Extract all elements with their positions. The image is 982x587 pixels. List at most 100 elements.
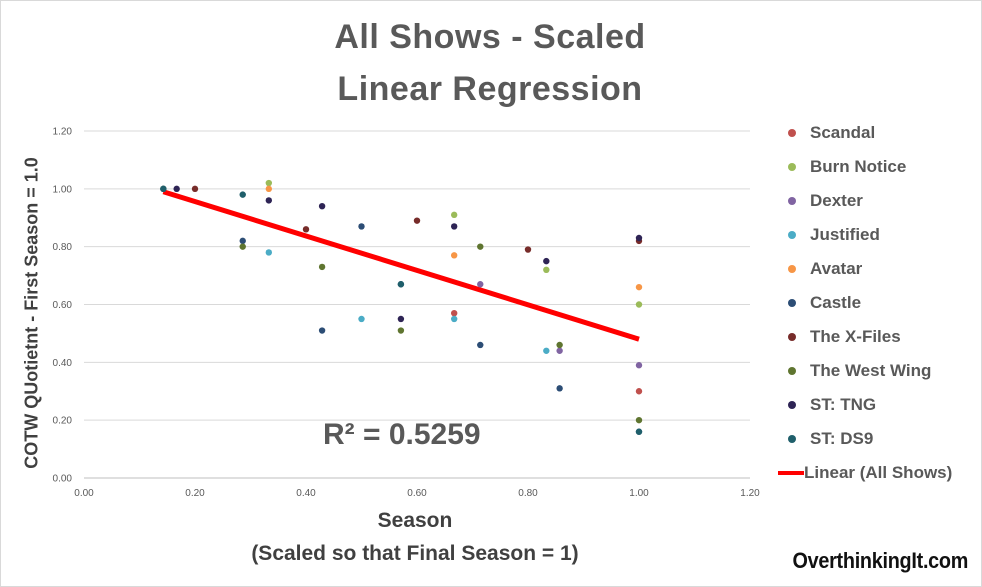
point-justified bbox=[450, 315, 458, 323]
y-axis-label: COTW QUotietnt - First Season = 1.0 bbox=[21, 157, 42, 469]
point-st-ds9 bbox=[397, 281, 405, 288]
legend-label: Linear (All Shows) bbox=[804, 463, 953, 482]
legend-item: ST: TNG bbox=[786, 388, 952, 422]
point-st-tng bbox=[173, 185, 180, 193]
point-the-west-wing bbox=[239, 243, 246, 250]
point-burn-notice bbox=[635, 301, 643, 308]
point-castle bbox=[556, 385, 563, 392]
point-st-tng bbox=[265, 197, 273, 204]
legend-item: The X-Files bbox=[786, 320, 952, 354]
legend-item: Castle bbox=[786, 286, 952, 320]
x-tick-label: 0.00 bbox=[74, 488, 94, 499]
legend-label: Justified bbox=[810, 225, 880, 244]
legend-item: Justified bbox=[786, 218, 952, 252]
y-tick-label: 0.80 bbox=[53, 242, 73, 253]
x-tick-label: 0.40 bbox=[296, 488, 316, 499]
point-dexter bbox=[477, 281, 484, 288]
legend-label: Avatar bbox=[810, 259, 863, 278]
point-dexter bbox=[635, 362, 643, 369]
point-the-west-wing bbox=[477, 243, 484, 250]
legend-item: Scandal bbox=[786, 116, 952, 150]
legend-item: Avatar bbox=[786, 252, 952, 286]
point-avatar bbox=[450, 252, 458, 259]
legend-label: Dexter bbox=[810, 191, 863, 210]
x-tick-label: 0.20 bbox=[185, 488, 205, 499]
legend-label: ST: DS9 bbox=[810, 429, 874, 448]
point-st-tng bbox=[635, 234, 643, 242]
legend-item: Burn Notice bbox=[786, 150, 952, 184]
point-the-west-wing bbox=[318, 263, 326, 271]
point-st-tng bbox=[318, 202, 326, 210]
legend-item: ST: DS9 bbox=[786, 422, 952, 456]
point-dexter bbox=[556, 347, 563, 354]
point-st-ds9 bbox=[635, 428, 643, 435]
legend-dot-marker bbox=[788, 265, 796, 273]
legend-dot-marker bbox=[788, 163, 796, 171]
point-the-west-wing bbox=[556, 341, 563, 349]
legend-label: Castle bbox=[810, 293, 862, 312]
y-tick-labels: 0.00 0.20 0.40 0.60 0.80 1.00 1.20 bbox=[53, 127, 73, 485]
legend-dot-marker bbox=[788, 333, 796, 341]
y-tick-label: 1.00 bbox=[53, 184, 73, 195]
point-avatar bbox=[635, 283, 643, 291]
legend-label: Scandal bbox=[810, 123, 876, 142]
point-scandal bbox=[635, 388, 643, 395]
point-burn-notice bbox=[450, 211, 458, 219]
x-tick-label: 1.00 bbox=[629, 488, 649, 499]
point-castle bbox=[358, 223, 365, 230]
y-tick-label: 0.40 bbox=[53, 358, 73, 369]
y-tick-label: 1.20 bbox=[53, 127, 73, 138]
x-axis-label: Season bbox=[377, 509, 453, 532]
legend-dot-marker bbox=[788, 231, 796, 239]
point-st-ds9 bbox=[239, 191, 246, 198]
x-axis-note: (Scaled so that Final Season = 1) bbox=[251, 542, 579, 565]
legend-dot-marker bbox=[788, 435, 796, 443]
brand-watermark: OverthinkingIt.com bbox=[792, 548, 968, 573]
point-justified bbox=[358, 315, 365, 323]
y-tick-label: 0.60 bbox=[53, 300, 73, 311]
point-st-tng bbox=[450, 223, 458, 230]
grid-lines bbox=[84, 130, 750, 421]
y-tick-label: 0.00 bbox=[53, 474, 73, 485]
point-the-west-wing bbox=[397, 327, 405, 334]
point-justified bbox=[543, 347, 550, 354]
point-burn-notice bbox=[543, 266, 550, 273]
x-tick-label: 0.80 bbox=[518, 488, 538, 499]
y-tick-label: 0.20 bbox=[53, 416, 73, 427]
legend-dot-marker bbox=[788, 367, 796, 375]
legend-item: Dexter bbox=[786, 184, 952, 218]
x-tick-label: 1.20 bbox=[740, 488, 760, 499]
point-the-x-files bbox=[524, 246, 532, 253]
legend-dot-marker bbox=[788, 129, 796, 137]
point-st-tng bbox=[543, 257, 550, 265]
legend-line-marker bbox=[778, 471, 804, 475]
point-castle bbox=[477, 341, 484, 349]
point-castle bbox=[239, 237, 246, 245]
point-the-west-wing bbox=[635, 416, 643, 424]
legend-dot-marker bbox=[788, 299, 796, 307]
r-squared-annotation: R² = 0.5259 bbox=[323, 418, 481, 451]
legend-dot-marker bbox=[788, 197, 796, 205]
point-st-ds9 bbox=[160, 185, 167, 193]
chart-title: All Shows - Scaled bbox=[334, 18, 646, 56]
legend-label: Burn Notice bbox=[810, 157, 907, 176]
point-castle bbox=[318, 327, 326, 334]
point-the-x-files bbox=[413, 217, 421, 224]
point-burn-notice bbox=[265, 179, 273, 187]
point-the-x-files bbox=[302, 226, 310, 233]
data-points bbox=[160, 179, 643, 435]
x-tick-labels: 0.00 0.20 0.40 0.60 0.80 1.00 1.20 bbox=[74, 488, 760, 499]
legend-label: ST: TNG bbox=[810, 395, 877, 414]
point-avatar bbox=[265, 185, 273, 193]
point-justified bbox=[265, 249, 273, 256]
legend-label: The X-Files bbox=[810, 327, 901, 346]
legend: Scandal Burn Notice Dexter Justified Avatar C… bbox=[778, 116, 953, 490]
legend-item: The West Wing bbox=[786, 354, 952, 388]
chart-subtitle: Linear Regression bbox=[337, 70, 643, 108]
point-scandal bbox=[450, 309, 458, 317]
trendline bbox=[162, 189, 640, 342]
point-st-tng bbox=[397, 315, 405, 323]
trendline-group bbox=[162, 189, 640, 342]
legend-dot-marker bbox=[788, 401, 796, 409]
